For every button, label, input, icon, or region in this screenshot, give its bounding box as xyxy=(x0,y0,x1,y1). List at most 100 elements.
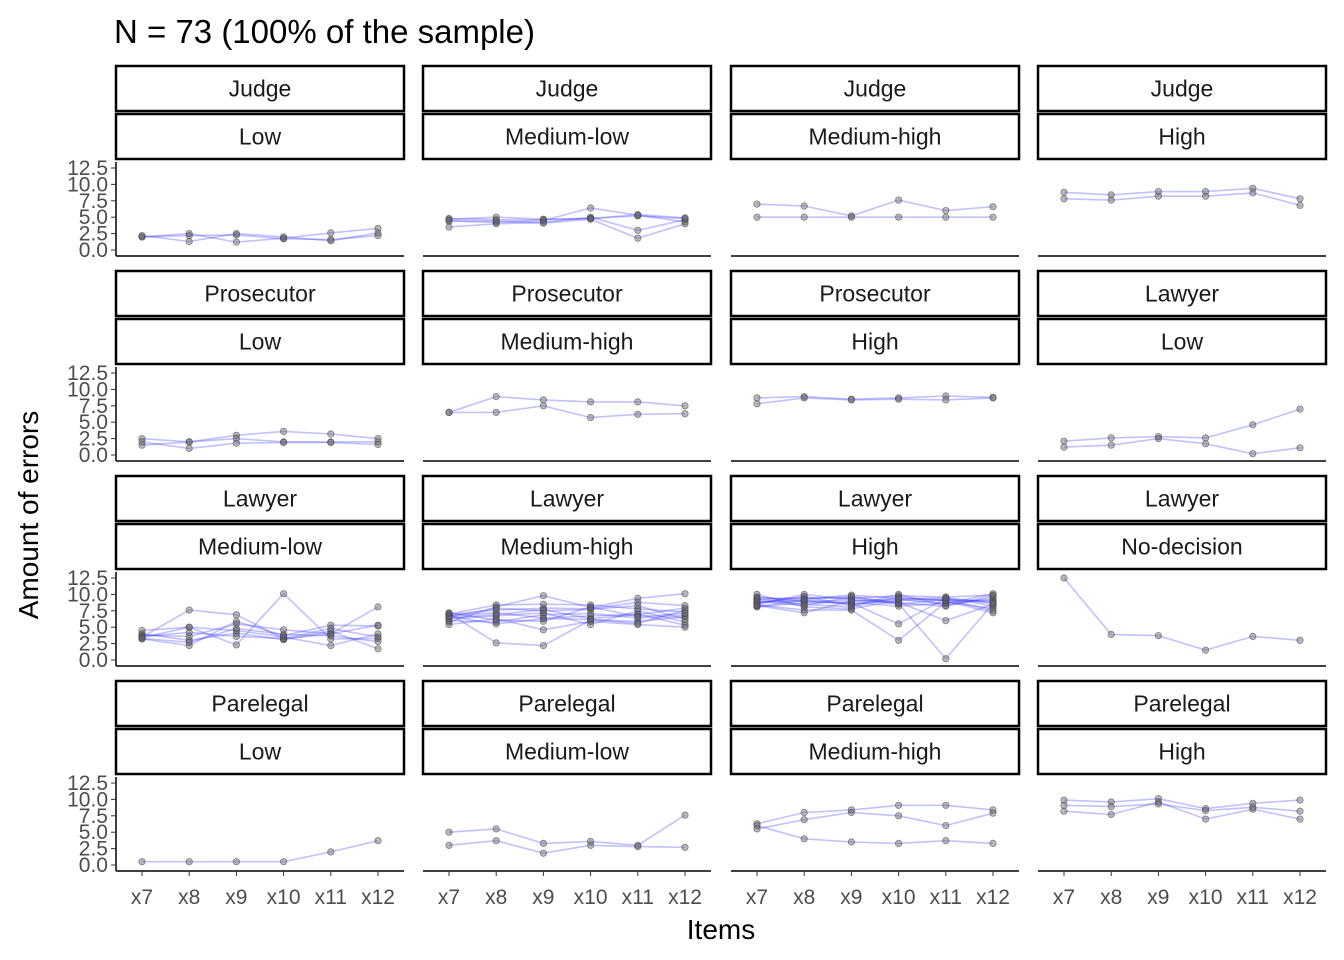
strip-group-box xyxy=(1036,679,1328,728)
facet-panel: Lawyer Medium-low 0.02.55.07.510.012.5 xyxy=(67,474,406,672)
data-point xyxy=(634,234,642,242)
data-point xyxy=(800,816,808,824)
chart-title: N = 73 (100% of the sample) xyxy=(114,13,535,50)
strip-group-box xyxy=(421,679,713,728)
x-tick-label: x8 xyxy=(793,886,815,909)
series-line xyxy=(756,593,994,612)
series-line xyxy=(141,630,379,650)
data-point xyxy=(232,624,240,633)
data-point xyxy=(1060,188,1068,196)
series-line xyxy=(448,612,686,623)
facet-panel: Lawyer High xyxy=(729,474,1021,667)
facet-panel: Judge Low 0.02.55.07.510.012.5 xyxy=(67,64,406,262)
data-point xyxy=(847,213,856,221)
data-point xyxy=(492,392,500,401)
strip-level-label: Medium-high xyxy=(501,329,634,355)
data-point xyxy=(327,624,335,633)
data-point xyxy=(539,600,548,608)
y-tick-label: 2.5 xyxy=(79,633,108,656)
series-line xyxy=(756,824,994,845)
data-point xyxy=(894,395,903,403)
series-line xyxy=(756,599,994,660)
data-point xyxy=(492,612,500,620)
y-tick-label: 5.0 xyxy=(79,616,108,639)
data-point xyxy=(138,438,146,446)
series-line xyxy=(756,811,994,830)
data-point xyxy=(374,837,382,845)
x-tick-label: x8 xyxy=(1100,886,1122,909)
series-line xyxy=(756,199,994,217)
series-line xyxy=(141,232,379,243)
series-line xyxy=(1063,437,1301,455)
series-line xyxy=(448,609,686,626)
strip-group-box xyxy=(729,269,1021,318)
data-point xyxy=(445,620,453,629)
y-tick-label: 12.5 xyxy=(67,772,108,795)
data-point xyxy=(1060,195,1068,203)
strip-level-label: No-decision xyxy=(1121,534,1242,560)
facet-panel: Lawyer No-decision xyxy=(1036,474,1328,667)
data-point xyxy=(989,590,997,598)
x-tick-label: x9 xyxy=(225,886,247,909)
series-line xyxy=(448,395,686,414)
series-line xyxy=(141,430,379,443)
strip-group-label: Judge xyxy=(536,76,599,102)
strip-level-box xyxy=(114,317,406,366)
strip-group-label: Parelegal xyxy=(1133,691,1230,717)
strip-level-label: Low xyxy=(239,124,282,150)
data-point xyxy=(681,216,689,224)
x-tick-label: x11 xyxy=(315,886,347,909)
data-point xyxy=(445,223,453,231)
series-line xyxy=(141,441,379,450)
data-point xyxy=(800,835,808,843)
data-point xyxy=(847,603,856,611)
series-line xyxy=(1063,803,1301,812)
data-point xyxy=(445,828,453,836)
data-point xyxy=(753,601,761,610)
strip-group-box xyxy=(729,679,1021,728)
data-point xyxy=(989,599,997,607)
series-line xyxy=(141,627,379,644)
strip-group-label: Judge xyxy=(844,76,907,102)
y-tick-label: 7.5 xyxy=(79,805,108,828)
data-point xyxy=(894,839,903,848)
strip-level-label: Medium-high xyxy=(809,124,942,150)
strip-level-label: Medium-high xyxy=(501,534,634,560)
data-point xyxy=(942,599,950,608)
data-point xyxy=(445,841,453,849)
data-point xyxy=(942,213,950,221)
data-point xyxy=(185,230,193,238)
data-point xyxy=(753,400,761,408)
data-point xyxy=(279,438,288,447)
data-point xyxy=(942,392,950,400)
data-point xyxy=(232,641,240,649)
data-point xyxy=(1060,807,1068,815)
series-line xyxy=(142,839,379,863)
data-point xyxy=(492,604,500,612)
data-point xyxy=(989,592,997,600)
series-line xyxy=(141,627,379,640)
strip-level-label: Medium-low xyxy=(505,124,629,150)
strip-level-box xyxy=(114,727,406,776)
data-point xyxy=(492,620,500,628)
series-line xyxy=(756,594,994,601)
data-point xyxy=(1202,815,1210,823)
data-point xyxy=(445,615,453,623)
data-point xyxy=(327,229,335,237)
data-point xyxy=(1154,432,1163,441)
data-point xyxy=(753,597,761,606)
y-axis-title: Amount of errors xyxy=(13,411,44,620)
data-point xyxy=(586,615,595,623)
data-point xyxy=(539,641,548,650)
data-point xyxy=(374,637,382,646)
x-axis-title: Items xyxy=(687,914,755,945)
y-tick-label: 5.0 xyxy=(79,206,108,229)
data-point xyxy=(279,427,288,435)
data-point xyxy=(1296,405,1304,413)
series-line xyxy=(1063,577,1301,652)
series-line xyxy=(448,609,686,625)
data-point xyxy=(800,808,808,817)
data-point xyxy=(185,638,193,646)
strip-group-label: Prosecutor xyxy=(511,281,623,307)
data-point xyxy=(942,837,950,845)
